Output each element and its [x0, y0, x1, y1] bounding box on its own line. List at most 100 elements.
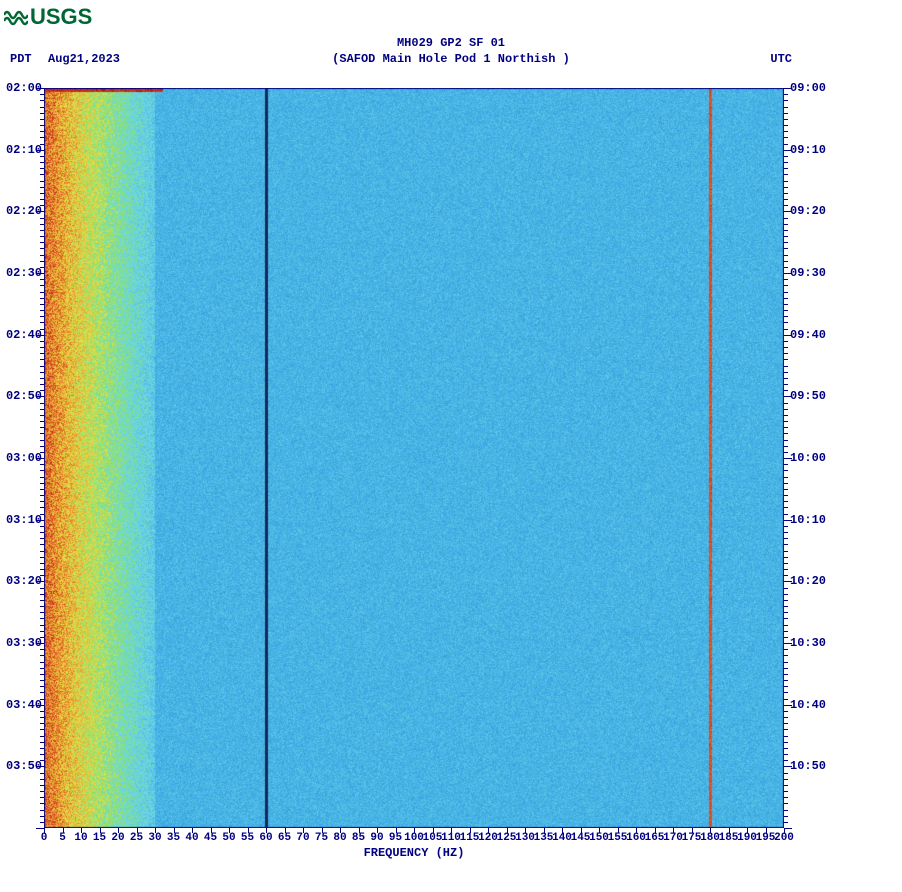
- x-tick: 10: [71, 832, 91, 844]
- y-tickmark-left: [40, 631, 44, 632]
- x-tick: 160: [626, 832, 646, 844]
- y-tickmark-left: [40, 100, 44, 101]
- y-tickmark-left: [40, 125, 44, 126]
- y-tickmark-left: [40, 403, 44, 404]
- x-axis-label: FREQUENCY (HZ): [44, 846, 784, 860]
- y-tickmark-left: [40, 810, 44, 811]
- y-tickmark-left: [40, 187, 44, 188]
- y-tickmark-right: [784, 347, 788, 348]
- y-tickmark-left: [40, 372, 44, 373]
- y-tickmark-right: [784, 279, 788, 280]
- logo-text: USGS: [30, 4, 92, 30]
- y-tickmark-right: [784, 384, 788, 385]
- y-tickmark-left: [40, 674, 44, 675]
- y-tickmark-right: [784, 174, 788, 175]
- y-tickmark-left: [40, 322, 44, 323]
- y-tickmark-right: [784, 433, 788, 434]
- y-tick-right: 09:20: [790, 204, 830, 218]
- y-tickmark-right: [784, 464, 788, 465]
- y-tickmark-left: [36, 705, 44, 706]
- y-tickmark-right: [784, 606, 788, 607]
- y-tickmark-left: [40, 224, 44, 225]
- y-tick-right: 10:50: [790, 759, 830, 773]
- y-tickmark-left: [40, 588, 44, 589]
- y-tickmark-right: [784, 205, 788, 206]
- y-tickmark-left: [40, 773, 44, 774]
- y-tickmark-left: [40, 131, 44, 132]
- y-tickmark-right: [784, 236, 788, 237]
- y-tickmark-left: [40, 168, 44, 169]
- y-tickmark-left: [40, 174, 44, 175]
- y-tickmark-left: [40, 279, 44, 280]
- y-tickmark-right: [784, 779, 788, 780]
- x-tick: 45: [201, 832, 221, 844]
- y-tickmark-left: [40, 748, 44, 749]
- y-tickmark-right: [784, 403, 788, 404]
- y-tickmark-right: [784, 748, 788, 749]
- y-tick-right: 10:20: [790, 574, 830, 588]
- y-tickmark-right: [784, 409, 788, 410]
- x-tick: 95: [386, 832, 406, 844]
- y-tickmark-left: [40, 255, 44, 256]
- y-tickmark-left: [40, 218, 44, 219]
- chart-subtitle: (SAFOD Main Hole Pod 1 Northish ): [0, 52, 902, 66]
- x-tick: 130: [515, 832, 535, 844]
- y-tickmark-left: [40, 285, 44, 286]
- y-tickmark-left: [40, 230, 44, 231]
- y-tickmark-right: [784, 828, 792, 829]
- y-tickmark-left: [40, 711, 44, 712]
- y-tickmark-right: [784, 322, 788, 323]
- x-tick: 200: [774, 832, 794, 844]
- y-tickmark-left: [40, 785, 44, 786]
- y-tickmark-left: [40, 686, 44, 687]
- y-tickmark-right: [784, 563, 788, 564]
- y-tickmark-right: [784, 803, 788, 804]
- x-tick: 170: [663, 832, 683, 844]
- x-tick: 150: [589, 832, 609, 844]
- y-tickmark-right: [784, 421, 788, 422]
- y-tickmark-left: [40, 162, 44, 163]
- y-tickmark-right: [784, 600, 788, 601]
- y-tickmark-right: [784, 551, 788, 552]
- y-tickmark-right: [784, 452, 788, 453]
- y-tickmark-right: [784, 335, 792, 336]
- y-tickmark-left: [40, 569, 44, 570]
- x-tick: 165: [645, 832, 665, 844]
- y-tickmark-right: [784, 816, 788, 817]
- y-tickmark-right: [784, 625, 788, 626]
- timezone-right: UTC: [770, 52, 792, 66]
- y-tickmark-left: [40, 606, 44, 607]
- y-tickmark-left: [40, 797, 44, 798]
- y-tickmark-left: [40, 409, 44, 410]
- y-tickmark-right: [784, 501, 788, 502]
- y-tickmark-right: [784, 729, 788, 730]
- y-tickmark-right: [784, 742, 788, 743]
- y-tickmark-left: [40, 501, 44, 502]
- y-tickmark-left: [40, 760, 44, 761]
- y-tickmark-right: [784, 255, 788, 256]
- y-tickmark-left: [36, 458, 44, 459]
- y-tickmark-right: [784, 686, 788, 687]
- x-tick: 80: [330, 832, 350, 844]
- y-tickmark-left: [40, 470, 44, 471]
- y-tickmark-right: [784, 248, 788, 249]
- y-tickmark-right: [784, 507, 788, 508]
- y-tickmark-right: [784, 199, 788, 200]
- y-tickmark-left: [40, 310, 44, 311]
- y-tickmark-left: [40, 464, 44, 465]
- y-tickmark-left: [40, 329, 44, 330]
- y-tickmark-left: [40, 107, 44, 108]
- y-tickmark-left: [40, 594, 44, 595]
- y-tickmark-left: [40, 193, 44, 194]
- y-tickmark-right: [784, 150, 792, 151]
- y-tickmark-right: [784, 668, 788, 669]
- y-tickmark-left: [36, 150, 44, 151]
- y-tickmark-right: [784, 298, 788, 299]
- y-tickmark-right: [784, 791, 788, 792]
- y-tickmark-left: [40, 427, 44, 428]
- y-tickmark-left: [40, 822, 44, 823]
- y-tickmark-left: [40, 452, 44, 453]
- y-tickmark-left: [40, 248, 44, 249]
- y-tickmark-right: [784, 631, 788, 632]
- x-tick: 30: [145, 832, 165, 844]
